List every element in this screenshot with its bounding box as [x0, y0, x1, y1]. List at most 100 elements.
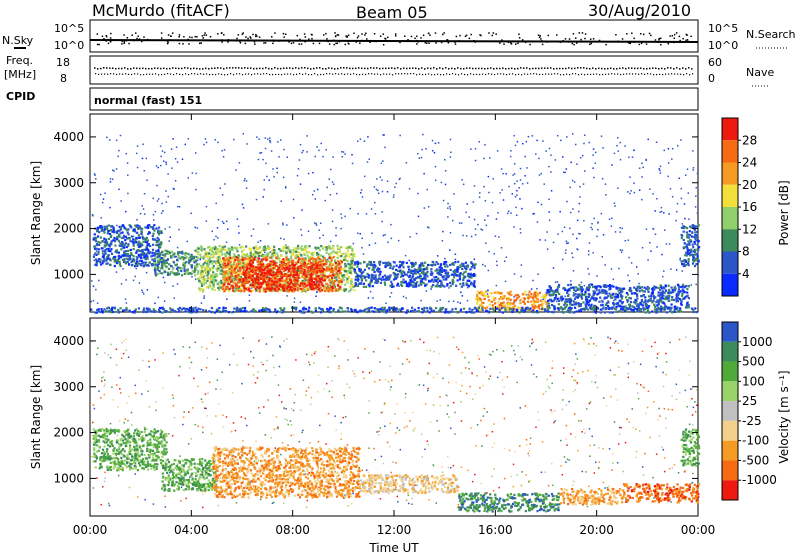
echo-dot [383, 134, 385, 136]
nave-point [410, 73, 412, 75]
echo-dot [174, 179, 177, 182]
echo-cell [311, 257, 314, 260]
beam-title: Beam 05 [356, 3, 428, 22]
echo-cell [156, 264, 159, 267]
echo-dot [219, 187, 221, 190]
echo-cell [295, 280, 299, 284]
echo-dot [587, 250, 590, 252]
echo-dot [311, 193, 314, 196]
echo-cell [458, 278, 462, 281]
echo-cell [210, 260, 213, 263]
echo-dot [565, 240, 568, 242]
nave-point [248, 73, 250, 75]
echo-cell [249, 282, 253, 285]
echo-cell [285, 250, 288, 253]
echo-cell [228, 287, 231, 291]
echo-cell [387, 262, 390, 266]
echo-cell [363, 277, 366, 280]
echo-dot [329, 168, 332, 171]
nsky-point [326, 38, 328, 40]
echo-cell [446, 265, 449, 268]
echo-cell [370, 262, 373, 265]
echo-cell [171, 255, 175, 258]
echo-cell [140, 259, 143, 262]
nave-point [659, 73, 661, 75]
nave-point [602, 73, 604, 76]
echo-dot [199, 257, 202, 260]
echo-dot [299, 183, 302, 185]
echo-cell [312, 280, 316, 284]
echo-dot [581, 154, 584, 157]
freq-point [382, 67, 384, 70]
echo-cell [97, 252, 100, 255]
echo-dot [659, 172, 662, 174]
echo-cell [185, 272, 188, 275]
nsky-point [373, 33, 376, 35]
echo-dot [173, 297, 176, 299]
freq-point [286, 67, 288, 69]
echo-dot [466, 299, 469, 302]
freq-point [175, 67, 177, 70]
nave-point [374, 73, 376, 75]
echo-dot [252, 228, 255, 230]
echo-dot [628, 156, 630, 159]
echo-dot [548, 147, 551, 150]
echo-dot [588, 273, 590, 275]
echo-cell [230, 278, 233, 281]
nsky-point [178, 36, 180, 38]
freq-point [547, 67, 549, 69]
echo-cell [103, 253, 106, 256]
echo-cell [204, 268, 207, 271]
echo-cell [255, 281, 258, 284]
nsky-point [626, 33, 628, 35]
echo-cell [256, 250, 259, 253]
nsky-point [96, 43, 99, 46]
echo-cell [209, 256, 212, 260]
echo-cell [275, 271, 279, 274]
nsky-point [256, 35, 258, 37]
echo-cell [212, 256, 215, 259]
echo-cell [304, 245, 307, 248]
echo-cell [198, 289, 202, 292]
echo-cell [181, 250, 184, 253]
echo-cell [363, 275, 366, 278]
nave-point [170, 73, 172, 75]
echo-cell [151, 258, 154, 261]
echo-cell [190, 266, 193, 269]
echo-cell [211, 288, 214, 291]
echo-cell [229, 263, 232, 266]
echo-cell [218, 280, 221, 284]
echo-cell [282, 248, 285, 251]
echo-cell [257, 282, 260, 285]
echo-cell [330, 253, 333, 256]
echo-cell [293, 284, 296, 287]
nsky-point [414, 37, 416, 40]
nave-point [332, 73, 334, 75]
echo-cell [99, 236, 103, 239]
echo-dot [544, 239, 547, 241]
nsky-point [521, 39, 524, 41]
freq-point [634, 67, 636, 70]
echo-dot [132, 235, 135, 238]
echo-cell [236, 259, 240, 262]
echo-cell [239, 271, 242, 274]
echo-dot [613, 152, 616, 155]
echo-dot [460, 222, 463, 224]
echo-cell [206, 262, 209, 265]
echo-dot [427, 226, 430, 229]
echo-cell [322, 263, 326, 266]
nsky-tick-top: 10^5 [54, 22, 84, 35]
echo-cell [253, 280, 256, 284]
echo-cell [320, 260, 323, 264]
echo-cell [226, 263, 230, 266]
echo-cell [287, 274, 290, 278]
echo-cell [299, 287, 302, 290]
echo-dot [199, 258, 202, 261]
echo-dot [284, 187, 287, 189]
echo-cell [248, 267, 251, 270]
echo-dot [381, 211, 383, 213]
echo-dot [563, 171, 565, 174]
echo-cell [155, 249, 158, 253]
echo-dot [351, 153, 353, 156]
echo-cell [227, 252, 230, 255]
